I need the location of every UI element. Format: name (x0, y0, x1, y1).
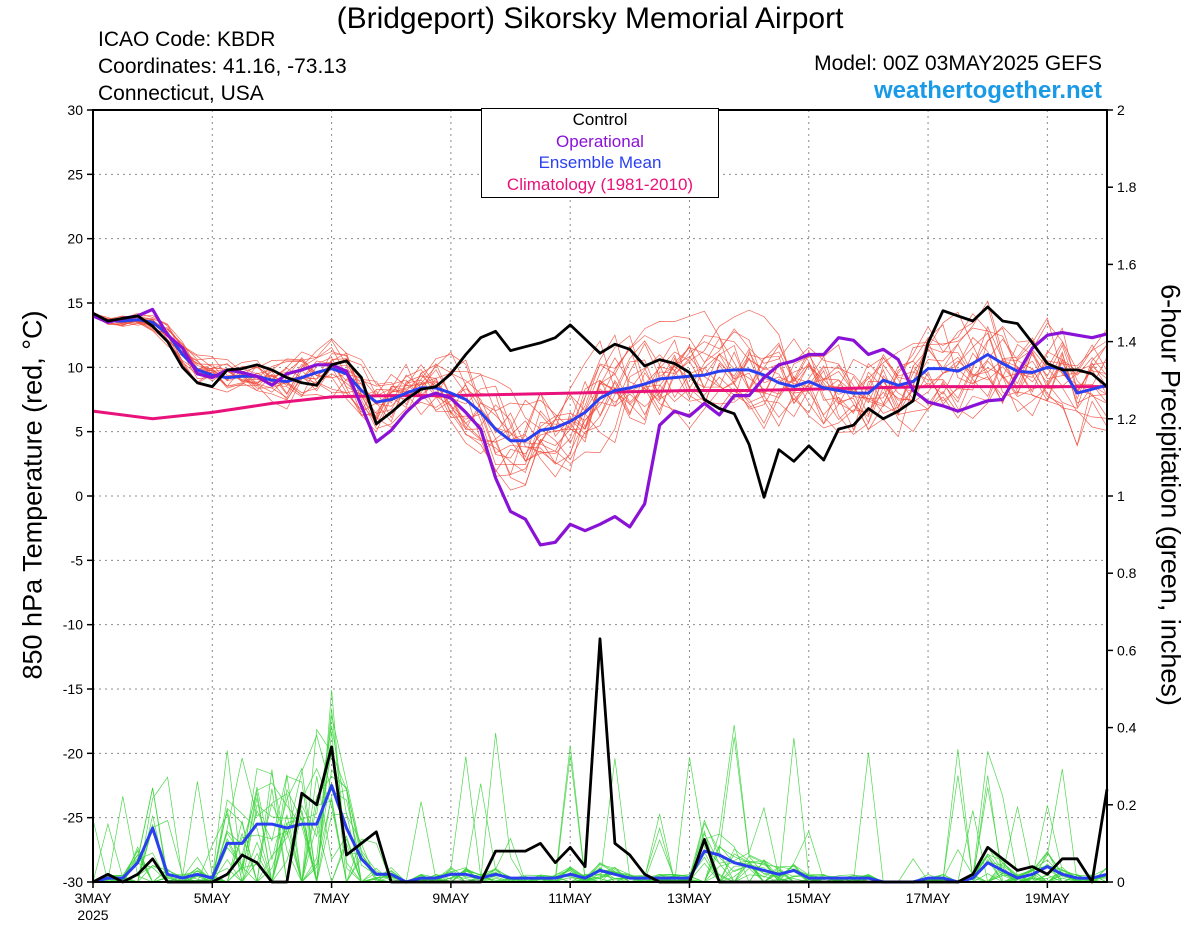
coordinates: Coordinates: 41.16, -73.13 (98, 55, 347, 78)
plot-frame (92, 109, 1108, 883)
region: Connecticut, USA (98, 82, 264, 105)
y-tick-label-left: -5 (71, 552, 84, 568)
x-tick-label: 13MAY (667, 890, 713, 906)
precipitation-member-line (92, 689, 1108, 883)
y-tick-label-right: 1 (1117, 488, 1125, 504)
y-axis-left-label: 850 hPa Temperature (red, °C) (17, 310, 48, 680)
y-tick-label-right: 1.2 (1117, 411, 1137, 427)
temperature-member-line (92, 315, 1108, 439)
y-tick-label-left: -20 (63, 745, 83, 761)
grid-lines (93, 110, 1107, 882)
legend: Control Operational Ensemble Mean Climat… (481, 108, 719, 198)
operational-temp-line (92, 307, 1108, 547)
x-tick-label: 5MAY (194, 890, 232, 906)
x-tick-label: 11MAY (548, 890, 592, 906)
legend-climatology: Climatology (1981-2010) (506, 174, 694, 194)
y-tick-label-right: 1.6 (1117, 256, 1137, 272)
y-tick-label-left: 20 (67, 231, 83, 247)
x-tick-label: 3MAY (74, 890, 112, 906)
y-tick-label-left: 25 (67, 166, 83, 182)
precipitation-member-line (93, 731, 1107, 883)
y-tick-label-right: 1.8 (1117, 179, 1137, 195)
precipitation-member-line (92, 737, 1108, 884)
x-tick-label: 9MAY (432, 890, 470, 906)
y-tick-label-right: 1.4 (1117, 334, 1137, 350)
y-tick-label-left: 30 (67, 102, 83, 118)
control-temp-line (92, 305, 1108, 499)
y-tick-label-left: -30 (63, 874, 83, 890)
y-tick-label-right: 0.2 (1117, 797, 1137, 813)
icao-code: ICAO Code: KBDR (98, 28, 276, 51)
temperature-member-line (92, 311, 1108, 473)
ensemble-mean-precip-line (92, 784, 1108, 884)
ensemble-members (92, 300, 1108, 884)
series-lines (92, 305, 1109, 884)
x-tick-label: 17MAY (906, 890, 952, 906)
y-tick-label-right: 2 (1117, 102, 1125, 118)
y-tick-label-left: -15 (63, 681, 83, 697)
x-tick-label: 15MAY (786, 890, 832, 906)
y-tick-label-right: 0 (1117, 874, 1125, 890)
temperature-member-line (92, 313, 1108, 444)
climatology-1981-2010-temp-line (92, 385, 1107, 421)
chart-title: (Bridgeport) Sikorsky Memorial Airport (336, 2, 844, 35)
y-tick-label-left: -10 (63, 617, 83, 633)
temperature-member-line (92, 311, 1108, 465)
temperature-member-line (92, 312, 1108, 491)
y-tick-label-left: -25 (63, 810, 83, 826)
axis-ticks: 302520151050-5-10-15-20-25-3021.81.61.41… (63, 102, 1137, 923)
precipitation-member-line (92, 724, 1108, 883)
legend-operational: Operational (556, 131, 644, 151)
precipitation-member-line (93, 737, 1108, 884)
y-tick-label-right: 0.4 (1117, 720, 1137, 736)
precipitation-member-line (92, 732, 1108, 884)
temperature-member-line (92, 312, 1108, 476)
y-tick-label-right: 0.6 (1117, 642, 1137, 658)
y-tick-label-right: 0.8 (1117, 565, 1137, 581)
temperature-member-line (92, 316, 1108, 454)
y-tick-label-left: 10 (67, 359, 83, 375)
x-tick-label: 19MAY (1025, 890, 1071, 906)
temperature-member-line (92, 312, 1108, 472)
y-tick-label-left: 5 (75, 424, 83, 440)
precipitation-member-line (92, 728, 1107, 883)
temperature-member-line (92, 315, 1108, 463)
ensemble-mean-temp-line (92, 313, 1108, 443)
y-tick-label-left: 0 (75, 488, 83, 504)
legend-ensemble-mean: Ensemble Mean (538, 153, 662, 172)
x-tick-label: 7MAY (313, 890, 351, 906)
x-tick-year-label: 2025 (77, 907, 108, 923)
model-run: Model: 00Z 03MAY2025 GEFS (814, 52, 1102, 75)
y-tick-label-left: 15 (67, 295, 83, 311)
temperature-member-line (92, 316, 1108, 465)
legend-control: Control (572, 110, 628, 129)
y-axis-right-label: 6-hour Precipitation (green, inches) (1155, 284, 1186, 706)
temperature-member-line (92, 305, 1108, 455)
precipitation-member-line (92, 734, 1107, 883)
site-link[interactable]: weathertogether.net (873, 77, 1102, 104)
